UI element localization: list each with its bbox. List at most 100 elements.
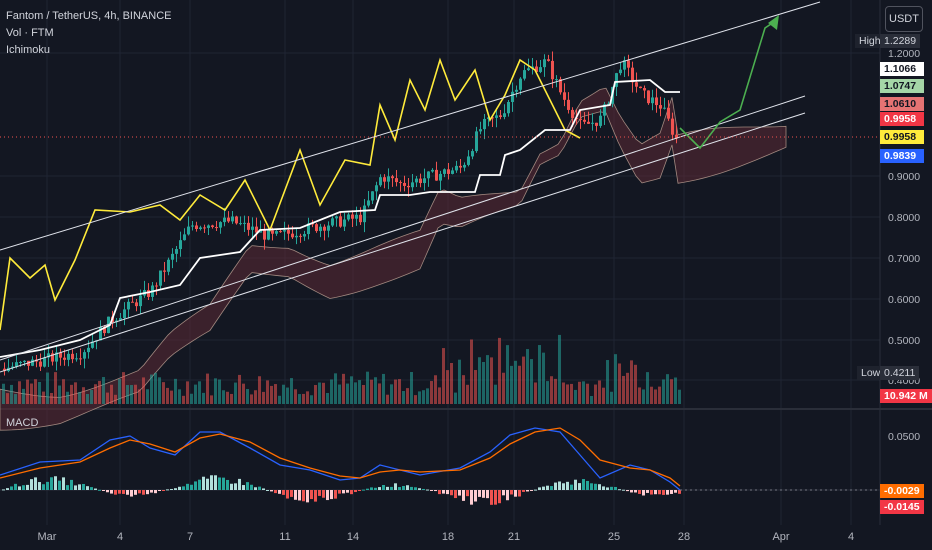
volume-bar: [82, 387, 85, 404]
volume-bar: [482, 361, 485, 404]
macd-histogram-bar: [114, 490, 117, 495]
volume-bar: [450, 363, 453, 404]
candle-body: [411, 182, 414, 188]
candle-body: [207, 225, 210, 228]
macd-histogram-bar: [538, 487, 541, 490]
volume-bar: [278, 395, 281, 404]
volume-bar: [646, 372, 649, 404]
volume-bar: [654, 389, 657, 404]
macd-histogram-bar: [186, 483, 189, 490]
macd-histogram-bar: [250, 484, 253, 490]
volume-bar: [158, 377, 161, 404]
time-label: 11: [279, 531, 290, 543]
volume-bar: [574, 389, 577, 404]
macd-histogram-bar: [162, 490, 165, 491]
macd-histogram-bar: [342, 490, 345, 494]
volume-bar: [346, 383, 349, 404]
macd-histogram-bar: [106, 490, 109, 493]
volume-tag: 10.942 M: [880, 389, 932, 403]
candle-body: [267, 230, 270, 240]
volume-bar: [114, 394, 117, 404]
volume-bar: [218, 379, 221, 404]
volume-bar: [14, 394, 17, 404]
volume-bar: [250, 394, 253, 404]
candle-body: [63, 357, 66, 360]
volume-bar: [530, 359, 533, 404]
macd-histogram-bar: [98, 489, 101, 491]
tenkan-line: [0, 57, 581, 331]
candle-body: [295, 235, 298, 238]
macd-histogram-bar: [274, 490, 277, 494]
volume-bar: [50, 392, 53, 404]
volume-bar: [634, 364, 637, 404]
candle-body: [595, 122, 598, 126]
volume-bar: [354, 382, 357, 404]
candle-body: [23, 360, 26, 362]
macd-histogram-bar: [150, 490, 153, 493]
macd-histogram-bar: [370, 487, 373, 490]
trend-channel: [0, 1, 880, 373]
signal-line: [0, 427, 681, 487]
candle-body: [511, 91, 514, 102]
candle-body: [655, 97, 658, 106]
macd-histogram-bar: [90, 487, 93, 490]
candle-body: [71, 353, 74, 360]
symbol-legend[interactable]: Fantom / TetherUS, 4h, BINANCE: [6, 10, 172, 22]
volume-bar: [138, 389, 141, 404]
macd-histogram-bar: [190, 484, 193, 490]
candle-body: [55, 352, 58, 362]
candle-body: [171, 253, 174, 260]
price-tick-label: 1.2000: [888, 48, 920, 60]
candle-body: [547, 59, 550, 61]
macd-histogram-bar: [450, 490, 453, 496]
volume-bar: [502, 372, 505, 404]
candle-body: [567, 99, 570, 110]
ichimoku-legend[interactable]: Ichimoku: [6, 44, 51, 56]
candle-body: [15, 362, 18, 367]
candle-body: [631, 67, 634, 83]
channel-upper: [0, 1, 821, 251]
candle-body: [303, 234, 306, 237]
candle-body: [483, 118, 486, 130]
candle-body: [343, 219, 346, 227]
volume-bar: [590, 395, 593, 404]
macd-histogram-bar: [638, 490, 641, 494]
macd-histogram-bar: [286, 490, 289, 499]
time-label: 28: [678, 531, 690, 543]
volume-bar: [462, 375, 465, 404]
volume-bar: [226, 391, 229, 404]
candle-body: [471, 151, 474, 157]
candle-body: [363, 205, 366, 223]
volume-bar: [90, 390, 93, 404]
macd-histogram-bar: [330, 490, 333, 500]
price-tag: 1.1066: [880, 62, 924, 76]
macd-histogram-bar: [266, 489, 269, 491]
volume-bar: [318, 382, 321, 404]
volume-bar: [106, 392, 109, 404]
macd-histogram-bar: [2, 489, 5, 491]
candle-body: [487, 117, 490, 119]
volume-bar: [30, 383, 33, 404]
candle-body: [91, 341, 94, 348]
candle-body: [299, 235, 302, 237]
volume-bar: [610, 391, 613, 404]
macd-line: [0, 427, 681, 491]
macd-histogram-bar: [290, 490, 293, 497]
volume-bar: [506, 345, 509, 404]
candle-body: [319, 226, 322, 232]
volume-legend[interactable]: Vol · FTM: [6, 27, 54, 39]
macd-histogram-bar: [322, 490, 325, 498]
candle-body: [175, 249, 178, 254]
candle-body: [671, 118, 674, 135]
currency-button[interactable]: USDT: [885, 6, 923, 32]
channel-middle: [0, 95, 806, 361]
candle-body: [131, 301, 134, 303]
volume-bar: [366, 371, 369, 404]
volume-bar: [210, 395, 213, 404]
candle-body: [139, 295, 142, 307]
time-label: 25: [608, 531, 620, 543]
candle-body: [403, 182, 406, 186]
macd-histogram-bar: [446, 490, 449, 495]
macd-legend[interactable]: MACD: [6, 417, 39, 429]
